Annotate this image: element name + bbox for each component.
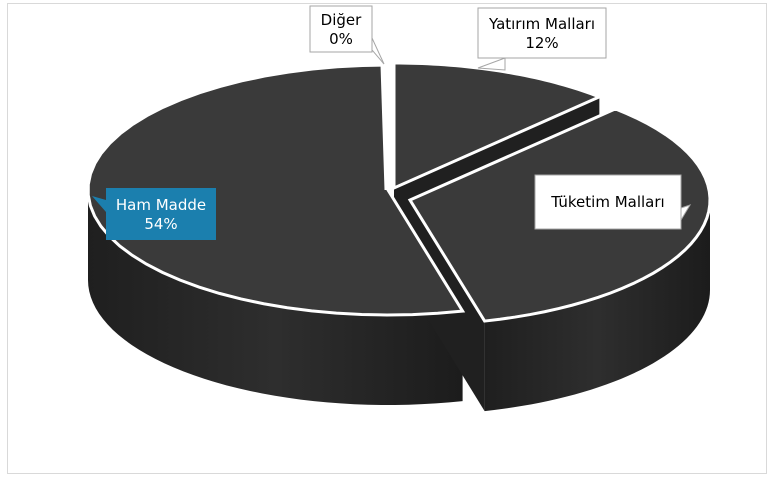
data-label-yatirim-mallari-name: Yatırım Malları — [488, 15, 595, 33]
pie-slice-diger — [380, 63, 389, 191]
pie-slice-yatirim-mallari — [392, 61, 604, 191]
data-label-tuketim-mallari: Tüketim Malları — [534, 174, 692, 230]
pie-slice-ham-madde — [86, 63, 466, 317]
data-label-diger-value: 0% — [329, 30, 353, 48]
data-label-diger-name: Diğer — [321, 11, 362, 29]
data-label-tuketim-mallari-name: Tüketim Malları — [550, 193, 664, 211]
pie-side-ham-madde — [88, 190, 463, 405]
data-label-ham-madde-value: 54% — [144, 215, 177, 233]
data-label-yatirim-mallari-value: 12% — [525, 34, 558, 52]
pie-side-tuketim-mallari — [484, 200, 710, 412]
data-label-ham-madde-name: Ham Madde — [116, 196, 206, 214]
